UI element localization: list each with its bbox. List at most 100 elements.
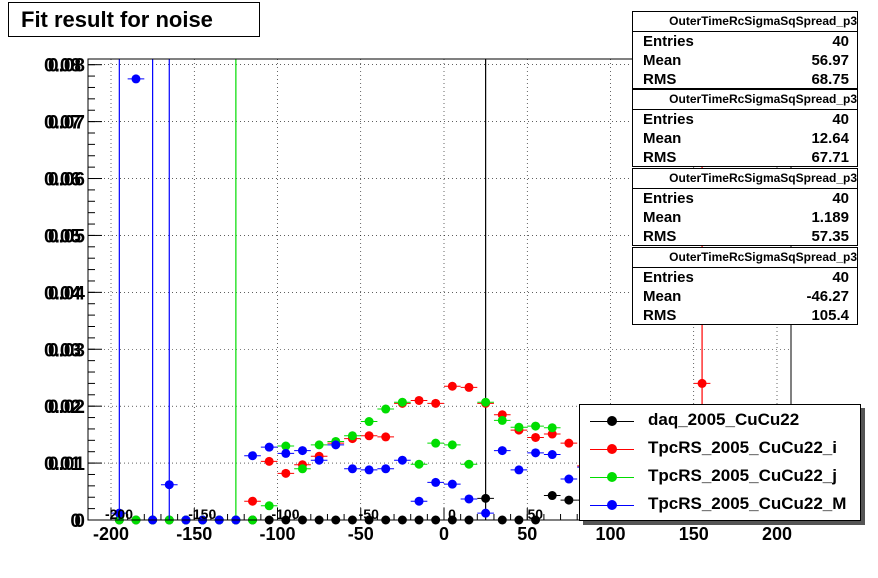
stat-box: OuterTimeRcSigmaSqSpread_p3 Entries 40 Me…	[632, 89, 858, 167]
data-point	[564, 474, 574, 484]
x-tick-label: 0	[439, 524, 449, 544]
x-tick-label: -50	[348, 524, 374, 544]
stat-entries: 40	[832, 190, 849, 207]
x-tick-label: -150	[176, 524, 212, 544]
stat-rms: 68.75	[811, 71, 849, 88]
data-point	[264, 442, 274, 452]
stat-entries-label: Entries	[643, 190, 694, 207]
stat-mean-label: Mean	[643, 130, 682, 147]
data-point	[481, 397, 491, 407]
data-point	[547, 429, 557, 439]
y-tick-label-shadow: 0.02	[44, 397, 81, 418]
data-point	[497, 415, 507, 425]
legend: daq_2005_CuCu22 TpcRS_2005_CuCu22_i TpcR…	[579, 404, 861, 521]
stat-box: OuterTimeRcSigmaSqSpread_p3 Entries 40 Me…	[632, 11, 858, 89]
data-point	[314, 455, 324, 465]
stat-rms-label: RMS	[643, 228, 677, 245]
stat-rms-label: RMS	[643, 71, 677, 88]
data-point	[264, 501, 274, 511]
data-point	[397, 455, 407, 465]
y-tick-label: 0.02	[48, 397, 85, 418]
data-point	[547, 491, 557, 501]
axes: -200 -150 -100 -50 0 50 100 150 200 -200 -150 -100 -…	[44, 56, 792, 544]
y-tick-label-shadow: 0.03	[44, 340, 81, 361]
y-tick-label: 0.05	[48, 226, 85, 247]
stat-rms: 57.35	[811, 228, 849, 245]
data-point	[431, 438, 441, 448]
data-point	[248, 451, 258, 461]
stat-entries-label: Entries	[643, 111, 694, 128]
y-tick-label-shadow: 0.07	[44, 113, 81, 134]
stat-entries: 40	[832, 269, 849, 286]
data-point	[547, 450, 557, 460]
data-point	[397, 397, 407, 407]
data-point	[364, 465, 374, 475]
x-tick-label-inner: -100	[271, 506, 299, 522]
data-point	[131, 74, 141, 84]
legend-item: TpcRS_2005_CuCu22_M	[580, 491, 860, 519]
stat-entries: 40	[832, 33, 849, 50]
stat-rms: 67.71	[811, 149, 849, 166]
series	[111, 59, 561, 525]
stat-mean: -46.27	[806, 288, 849, 305]
y-tick-label: 0.03	[48, 340, 85, 361]
x-tick-label: 200	[762, 524, 792, 544]
y-tick-label: 0.07	[48, 113, 85, 134]
chart-title-box: Fit result for noise	[8, 2, 260, 37]
legend-marker	[607, 500, 617, 510]
stat-name: OuterTimeRcSigmaSqSpread_p3	[633, 169, 857, 189]
data-point	[447, 440, 457, 450]
data-point	[281, 441, 291, 451]
data-point	[531, 421, 541, 431]
y-tick-label-shadow: 0	[70, 511, 81, 532]
y-tick-label-shadow: 0.06	[44, 170, 81, 191]
data-point	[447, 381, 457, 391]
data-point	[331, 440, 341, 450]
data-point	[564, 438, 574, 448]
data-point	[547, 423, 557, 433]
data-point	[447, 479, 457, 489]
y-tick-label-shadow: 0.01	[44, 454, 81, 475]
stat-mean: 56.97	[811, 52, 849, 69]
data-point	[531, 432, 541, 442]
stat-mean: 12.64	[811, 130, 849, 147]
x-tick-label-inner: -50	[359, 506, 379, 522]
data-point	[381, 464, 391, 474]
data-point	[514, 422, 524, 432]
stat-mean-label: Mean	[643, 209, 682, 226]
data-point	[297, 446, 307, 456]
stat-entries-label: Entries	[643, 33, 694, 50]
legend-label: TpcRS_2005_CuCu22_j	[648, 466, 837, 485]
stat-box: OuterTimeRcSigmaSqSpread_p3 Entries 40 Me…	[632, 168, 858, 246]
stat-entries-label: Entries	[643, 269, 694, 286]
chart-title: Fit result for noise	[21, 7, 213, 32]
x-tick-label-inner: -150	[188, 506, 216, 522]
x-tick-label-inner: 50	[527, 506, 543, 522]
data-point	[364, 431, 374, 441]
stat-mean: 1.189	[811, 209, 849, 226]
legend-label: daq_2005_CuCu22	[648, 410, 800, 429]
data-point	[414, 496, 424, 506]
series	[111, 59, 777, 525]
y-tick-label: 0.01	[48, 454, 85, 475]
data-point	[381, 432, 391, 442]
x-tick-label: 100	[595, 524, 625, 544]
legend-label: TpcRS_2005_CuCu22_i	[648, 438, 837, 457]
stat-mean-label: Mean	[643, 288, 682, 305]
legend-marker	[607, 416, 617, 426]
legend-item: TpcRS_2005_CuCu22_j	[580, 463, 860, 491]
legend-item: TpcRS_2005_CuCu22_i	[580, 435, 860, 463]
data-point	[481, 493, 491, 503]
data-point	[531, 448, 541, 458]
data-point	[564, 495, 574, 505]
data-point	[464, 494, 474, 504]
data-point	[431, 398, 441, 408]
data-point	[697, 378, 707, 388]
data-point	[431, 477, 441, 487]
data-point	[347, 464, 357, 474]
data-point	[414, 459, 424, 469]
data-point	[281, 468, 291, 478]
data-point	[514, 465, 524, 475]
data-point	[347, 431, 357, 441]
